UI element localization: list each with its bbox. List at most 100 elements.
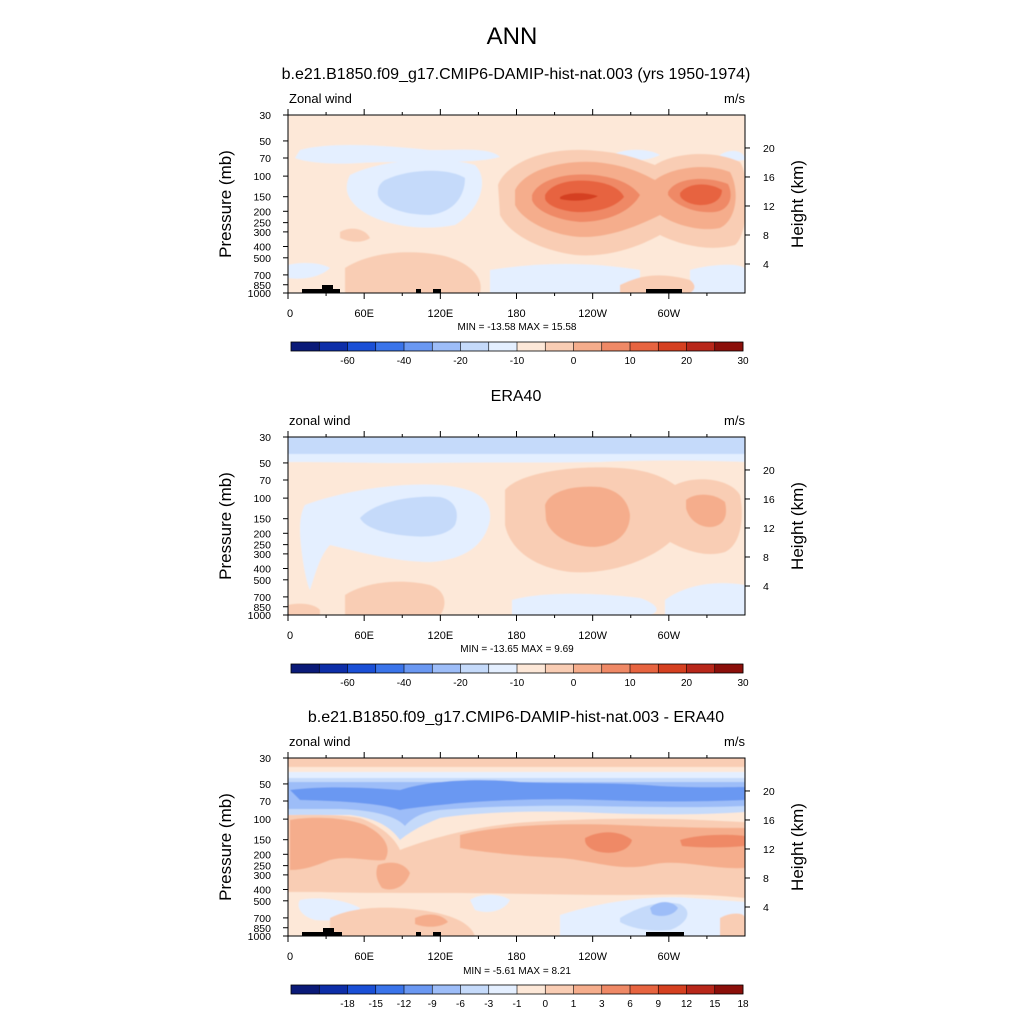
y-right-axis-title: Height (km) xyxy=(788,803,807,891)
y-tick-label: 30 xyxy=(259,432,271,444)
variable-label: zonal wind xyxy=(289,413,350,428)
colorbar-swatch xyxy=(630,664,659,673)
contour-fill xyxy=(340,228,370,242)
y-right-tick-label: 16 xyxy=(763,815,775,827)
x-tick-label: 60E xyxy=(354,951,374,963)
y-right-tick-label: 20 xyxy=(763,143,775,155)
contour-fill xyxy=(585,832,632,853)
x-tick-label: 180 xyxy=(507,951,525,963)
colorbar-label: 10 xyxy=(624,678,636,689)
colorbar-label: -20 xyxy=(453,678,468,689)
colorbar-swatch xyxy=(545,985,574,994)
colorbar-label: -60 xyxy=(340,678,355,689)
colorbar-swatch xyxy=(686,342,716,351)
colorbar-label: 20 xyxy=(681,356,693,367)
contour-fill xyxy=(360,496,457,537)
y-tick-label: 50 xyxy=(259,458,271,470)
colorbar-frame xyxy=(290,663,744,674)
colorbar-swatch xyxy=(404,985,433,994)
panel-title: ERA40 xyxy=(491,388,542,405)
y-tick-label: 700 xyxy=(253,592,271,604)
x-tick-label: 60W xyxy=(658,951,681,963)
colorbar-swatch xyxy=(347,342,377,351)
colorbar-swatch xyxy=(686,985,716,994)
colorbar-frame xyxy=(290,341,744,352)
colorbar-swatch xyxy=(601,985,631,994)
colorbar-swatch xyxy=(545,664,574,673)
contour-fill xyxy=(288,263,330,279)
land-mask xyxy=(433,289,441,293)
contour-field xyxy=(288,758,745,936)
y-tick-label: 250 xyxy=(253,861,271,873)
contour-fill xyxy=(290,780,745,810)
contour-fill xyxy=(560,193,598,201)
y-right-tick-label: 12 xyxy=(763,201,775,213)
y-tick-label: 70 xyxy=(259,796,271,808)
x-tick-label: 120W xyxy=(578,308,607,320)
y-tick-label: 400 xyxy=(253,563,271,575)
y-right-tick-label: 12 xyxy=(763,844,775,856)
colorbar-label: 18 xyxy=(737,999,749,1010)
contour-fill xyxy=(512,593,657,615)
colorbar-swatch xyxy=(375,985,405,994)
y-tick-label: 100 xyxy=(253,814,271,826)
colorbar-label: 30 xyxy=(737,678,749,689)
colorbar-swatch xyxy=(319,342,348,351)
land-mask xyxy=(323,928,334,936)
colorbar-swatch xyxy=(347,664,377,673)
colorbar-swatch xyxy=(404,342,433,351)
y-tick-label: 700 xyxy=(253,270,271,282)
colorbar-label: 3 xyxy=(599,999,605,1010)
contour-fill xyxy=(690,264,745,293)
contour-fill xyxy=(665,583,745,615)
colorbar-swatch xyxy=(601,342,631,351)
colorbar-swatch xyxy=(686,664,716,673)
y-tick-label: 400 xyxy=(253,241,271,253)
x-tick-label: 60E xyxy=(354,630,374,642)
colorbar-label: -10 xyxy=(510,356,525,367)
y-tick-label: 850 xyxy=(253,923,271,935)
colorbar-swatch xyxy=(517,985,546,994)
colorbar-label: -60 xyxy=(340,356,355,367)
contour-fill xyxy=(620,275,695,293)
colorbar-swatch xyxy=(432,985,461,994)
contour-fill xyxy=(377,170,465,215)
contour-fill xyxy=(288,772,745,778)
x-tick-label: 120E xyxy=(427,308,453,320)
contour-fill xyxy=(288,454,745,463)
y-tick-label: 30 xyxy=(259,753,271,765)
colorbar-label: -15 xyxy=(369,999,384,1010)
colorbar-swatch xyxy=(658,342,687,351)
contour-fill xyxy=(288,437,745,454)
y-axis-title: Pressure (mb) xyxy=(216,150,235,258)
colorbar-swatch xyxy=(714,664,744,673)
contour-fill xyxy=(376,862,410,890)
colorbar-swatch xyxy=(375,342,405,351)
colorbar-label: 15 xyxy=(709,999,721,1010)
colorbar-swatch xyxy=(601,664,631,673)
contour-fill xyxy=(330,907,475,936)
stats-label: MIN = -5.61 MAX = 8.21 xyxy=(463,966,571,977)
colorbar-label: 30 xyxy=(737,356,749,367)
y-right-axis-title: Height (km) xyxy=(788,482,807,570)
colorbar-frame xyxy=(290,984,744,995)
y-right-axis-title: Height (km) xyxy=(788,160,807,248)
colorbar-label: 0 xyxy=(542,999,548,1010)
colorbar-label: 0 xyxy=(571,356,577,367)
colorbar-label: -1 xyxy=(513,999,522,1010)
y-right-tick-label: 12 xyxy=(763,523,775,535)
contour-fill xyxy=(686,494,727,528)
y-right-tick-label: 8 xyxy=(763,230,769,242)
colorbar-swatch xyxy=(460,342,490,351)
colorbar-swatch xyxy=(573,664,603,673)
contour-fill xyxy=(415,914,448,927)
x-tick-label: 60W xyxy=(658,630,681,642)
colorbar-swatch xyxy=(291,342,320,351)
variable-label: Zonal wind xyxy=(289,91,352,106)
colorbar-swatch xyxy=(291,664,320,673)
contour-fill xyxy=(288,767,745,772)
land-mask xyxy=(646,932,684,936)
y-tick-label: 200 xyxy=(253,528,271,540)
y-tick-label: 200 xyxy=(253,206,271,218)
